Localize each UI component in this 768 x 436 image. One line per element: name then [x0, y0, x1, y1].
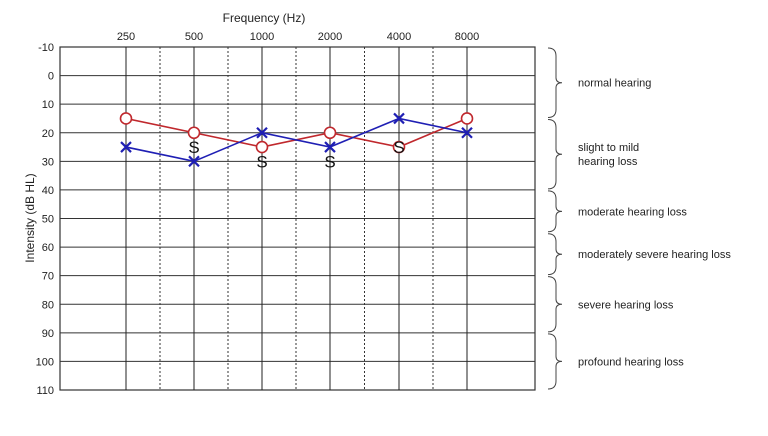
y-tick-label: 80: [42, 299, 54, 311]
range-label-line: normal hearing: [578, 78, 651, 90]
y-tick-label: 100: [36, 356, 54, 368]
data-point-x: [461, 126, 473, 139]
data-point-circle: [187, 126, 201, 140]
range-label: profound hearing loss: [578, 356, 684, 368]
x-axis-label: Frequency (Hz): [223, 11, 306, 25]
range-label-line: moderate hearing loss: [578, 206, 687, 218]
range-brace: [547, 233, 563, 276]
data-point-s: S: [188, 138, 199, 157]
y-tick-label: 30: [42, 156, 54, 168]
data-point-x: [120, 141, 132, 153]
y-tick-label: -10: [38, 42, 54, 54]
range-label-line: hearing loss: [578, 156, 638, 168]
plot-frame: [59, 46, 536, 391]
range-label-line: severe hearing loss: [578, 299, 674, 311]
data-point-circle: [255, 140, 269, 154]
data-point-x: [256, 126, 268, 139]
data-point-x: [324, 141, 336, 153]
y-tick-label: 70: [42, 271, 54, 283]
range-label-line: profound hearing loss: [578, 356, 684, 368]
range-label-line: moderately severe hearing loss: [578, 249, 731, 261]
y-tick-label: 60: [42, 242, 54, 254]
x-tick-label: 250: [117, 31, 135, 43]
y-tick-label: 10: [42, 99, 54, 111]
range-brace: [547, 118, 563, 190]
data-point-circle: [392, 140, 406, 154]
data-point-x: [393, 112, 405, 125]
data-point-circle: [323, 126, 337, 140]
data-point-s: S: [256, 152, 267, 171]
data-point-circle: [460, 112, 474, 125]
x-tick-label: 8000: [455, 31, 479, 43]
data-point-x: [188, 155, 200, 168]
range-label: normal hearing: [578, 78, 651, 90]
x-tick-label: 1000: [250, 31, 274, 43]
range-label: moderate hearing loss: [578, 206, 687, 218]
range-brace: [547, 333, 563, 390]
y-tick-label: 0: [48, 71, 54, 83]
data-point-s: S: [393, 138, 404, 157]
y-tick-label: 40: [42, 185, 54, 197]
data-point-s: S: [324, 152, 335, 171]
range-brace: [547, 47, 563, 118]
y-tick-label: 50: [42, 214, 54, 226]
range-brace: [547, 190, 563, 233]
x-tick-label: 500: [185, 31, 203, 43]
series-line: [125, 117, 468, 163]
y-tick-label: 20: [42, 128, 54, 140]
x-tick-label: 2000: [318, 31, 342, 43]
range-label: slight to mild hearing loss: [578, 142, 639, 168]
y-tick-label: 110: [36, 385, 54, 397]
range-label-line: slight to mild: [578, 142, 639, 154]
range-label: severe hearing loss: [578, 299, 674, 311]
x-tick-label: 4000: [387, 31, 411, 43]
data-point-circle: [119, 112, 133, 125]
range-brace: [547, 276, 563, 333]
y-tick-label: 90: [42, 328, 54, 340]
y-axis-label: Intensity (dB HL): [23, 173, 37, 262]
range-label: moderately severe hearing loss: [578, 249, 731, 261]
